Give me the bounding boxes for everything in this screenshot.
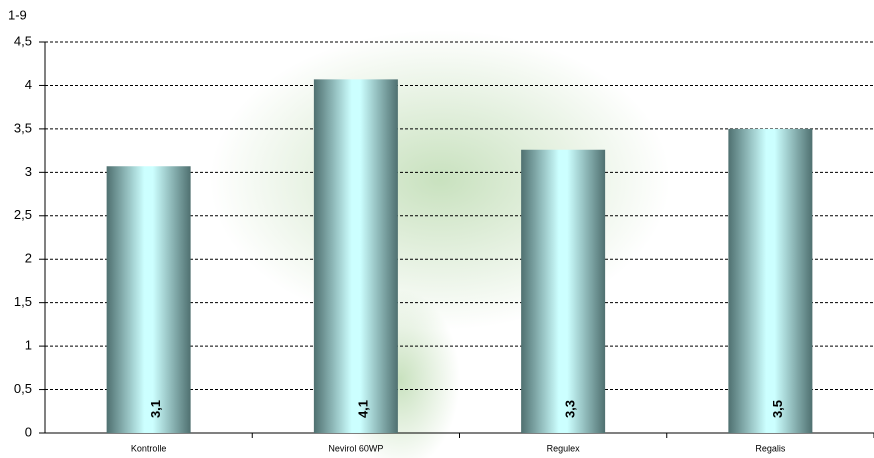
x-tick-label: Regalis (755, 443, 786, 453)
data-label: 4,1 (355, 400, 370, 418)
y-tick-label: 4,5 (14, 33, 32, 48)
data-label: 3,3 (563, 400, 578, 418)
y-tick-label: 4 (25, 77, 32, 92)
y-tick-label: 1 (25, 338, 32, 353)
bar (106, 166, 191, 434)
y-tick-label: 1,5 (14, 294, 32, 309)
y-axis-label: 1-9 (8, 7, 27, 22)
y-tick-label: 2 (25, 251, 32, 266)
x-tick-label: Nevirol 60WP (328, 443, 383, 453)
x-tick-label: Kontrolle (131, 443, 167, 453)
bar (521, 149, 606, 433)
y-tick-label: 0,5 (14, 381, 32, 396)
bar (728, 128, 813, 433)
y-tick-label: 3 (25, 164, 32, 179)
data-label: 3,5 (770, 400, 785, 418)
y-tick-label: 3,5 (14, 120, 32, 135)
data-label: 3,1 (148, 400, 163, 418)
y-tick-label: 2,5 (14, 207, 32, 222)
x-tick-label: Regulex (547, 443, 581, 453)
y-tick-label: 0 (25, 424, 32, 439)
bar (313, 79, 398, 434)
